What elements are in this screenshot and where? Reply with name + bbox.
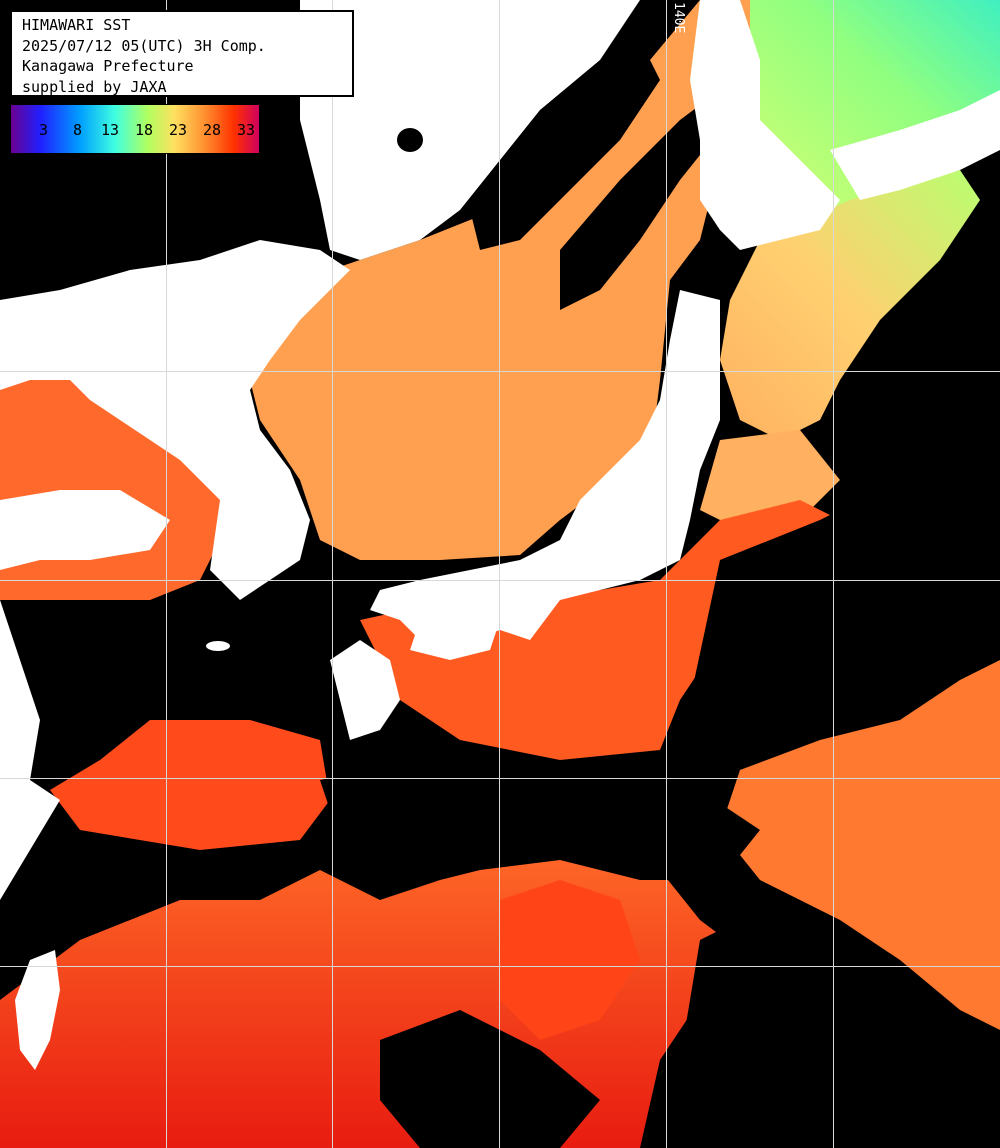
cloud-southeast [660,900,1000,1148]
philippine-sea-west [500,880,640,1040]
land-northeast-china [300,0,640,260]
land-sakhalin-east [830,90,1000,200]
grid-parallel [0,778,1000,779]
land-shandong [0,490,170,570]
land-honshu [370,290,720,650]
land-shikoku [410,610,500,660]
grid-label-lat-mid: 30N [8,760,32,775]
scale-tick: 33 [237,121,256,139]
cloud-east-pacific [690,440,1000,740]
map-info-box: HIMAWARI SST 2025/07/12 05(UTC) 3H Comp.… [10,10,354,97]
grid-meridian [666,0,667,1148]
grid-meridian [166,0,167,1148]
cloud-tsugaru [560,90,720,310]
land-kyushu [330,640,400,740]
info-title: HIMAWARI SST [22,16,131,34]
scale-tick: 3 [39,121,49,139]
cloud-south [380,1010,600,1148]
land-small-island [397,128,423,152]
cloud-west [0,600,280,760]
land-jeju [206,641,230,651]
scale-tick: 8 [73,121,83,139]
grid-parallel [0,580,1000,581]
cloud-central [320,760,760,880]
info-credit: supplied by JAXA [22,77,167,96]
grid-parallel [0,966,1000,967]
grid-meridian [499,0,500,1148]
scale-tick: 23 [169,121,188,139]
cloud-north-coast [470,40,660,250]
temperature-color-scale: 3 8 13 18 23 28 33 [10,104,260,154]
info-datetime: 2025/07/12 05(UTC) 3H Comp. [22,36,266,55]
info-region: Kanagawa Prefecture [22,57,194,75]
land-china-coast [0,600,60,900]
land-korea-china [0,240,350,600]
scale-tick: 18 [135,121,154,139]
grid-meridian [833,0,834,1148]
grid-parallel [0,371,1000,372]
grid-meridian [332,0,333,1148]
grid-label-lat-north: 40N [8,353,32,368]
land-taiwan [15,950,60,1070]
okhotsk-sea [750,0,1000,220]
scale-tick: 28 [203,121,222,139]
east-china-sea-band [50,720,330,850]
land-hokkaido [690,0,840,250]
sea-of-japan [250,0,760,560]
grid-label-lon: 140E [671,2,686,34]
scale-tick: 13 [101,121,120,139]
east-pacific [720,660,1000,1030]
